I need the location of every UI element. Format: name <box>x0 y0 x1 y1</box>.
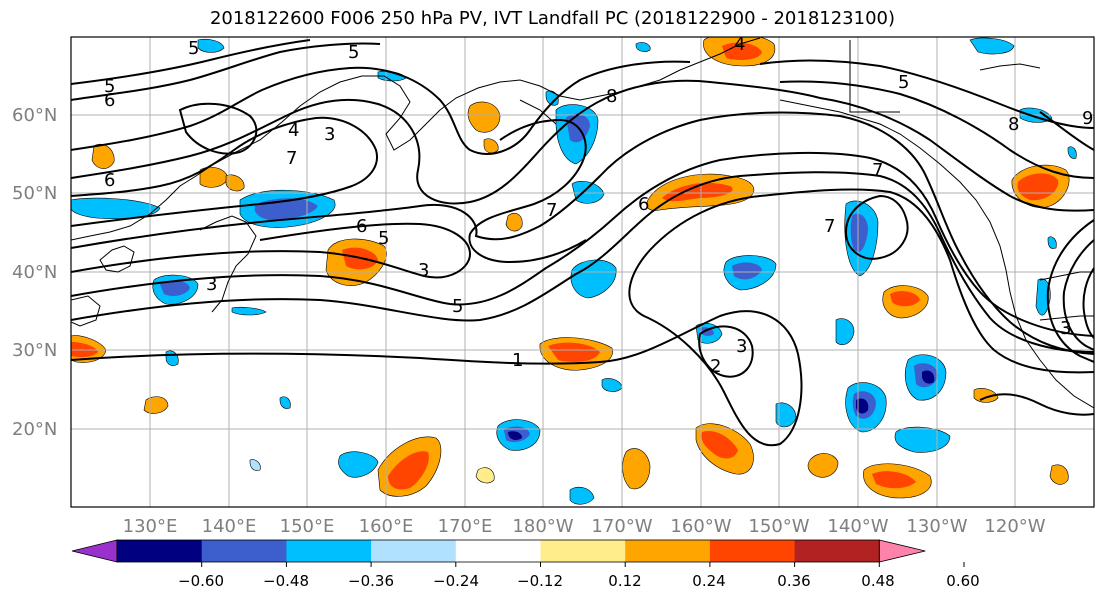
colorbar-tick-labels: −0.60 −0.48 −0.36 −0.24 −0.12 0.12 0.24 … <box>178 572 980 590</box>
contour-label: 9 <box>1082 108 1093 129</box>
colorbar-segment <box>201 540 287 562</box>
colorbar-tick-label: −0.24 <box>433 572 479 590</box>
colorbar-tick-label: −0.60 <box>178 572 224 590</box>
lat-label: 40°N <box>12 262 57 283</box>
contour-label: 5 <box>348 42 359 63</box>
contour-label: 8 <box>1008 114 1019 135</box>
colorbar-extend-low <box>71 539 118 563</box>
contour-label: 2 <box>710 356 721 377</box>
colorbar-segment <box>117 540 203 562</box>
lon-label: 150°W <box>748 516 809 537</box>
colorbar-segment <box>709 540 796 562</box>
colorbar-outline <box>116 539 880 563</box>
colorbar-segment <box>371 540 457 562</box>
colorbar-segment <box>794 540 880 562</box>
contour-label: 6 <box>638 194 649 215</box>
contour-label: 3 <box>324 124 335 145</box>
colorbar-segment <box>286 540 372 562</box>
lon-label: 170°W <box>591 516 652 537</box>
contour-label: 3 <box>206 274 217 295</box>
colorbar-segment <box>540 540 626 562</box>
contour-label: 8 <box>606 86 617 107</box>
contour-label: 4 <box>288 120 299 141</box>
contour-label: 7 <box>872 160 883 181</box>
colorbar-segment <box>455 540 541 562</box>
colorbar-tick-label: 0.24 <box>692 572 725 590</box>
colorbar-tick-label: −0.36 <box>348 572 394 590</box>
contour-label: 3 <box>736 336 747 357</box>
contour-label: 3 <box>1060 318 1071 339</box>
contour-label: 7 <box>546 200 557 221</box>
contour-label: 4 <box>734 34 745 55</box>
lon-label: 160°E <box>359 516 414 537</box>
contour-label: 6 <box>104 90 115 111</box>
contour-label: 6 <box>356 216 367 237</box>
contour-label: 1 <box>512 350 523 371</box>
lon-label: 130°W <box>906 516 967 537</box>
colorbar-tick-label: −0.12 <box>517 572 563 590</box>
colorbar-tick-label: 0.48 <box>861 572 894 590</box>
lon-label: 120°W <box>984 516 1045 537</box>
map-title: 2018122600 F006 250 hPa PV, IVT Landfall… <box>209 8 896 29</box>
colorbar-tick-label: −0.48 <box>263 572 309 590</box>
colorbar: −0.60 −0.48 −0.36 −0.24 −0.12 0.12 0.24 … <box>71 539 980 590</box>
colorbar-segment <box>625 540 711 562</box>
contour-label: 6 <box>104 170 115 191</box>
contour-label-group: 5 6 4 3 5 7 6 5 6 7 5 6 7 8 4 5 7 8 3 3 … <box>104 34 1093 377</box>
lon-label: 150°E <box>280 516 335 537</box>
contour-label: 7 <box>824 216 835 237</box>
lon-label: 140°W <box>827 516 888 537</box>
contour-label: 5 <box>898 72 909 93</box>
lat-label: 50°N <box>12 183 57 204</box>
contour-label: 5 <box>378 228 389 249</box>
lat-label: 60°N <box>12 105 57 126</box>
longitude-labels: 130°E 140°E 150°E 160°E 170°E 180°W 170°… <box>123 516 1046 537</box>
contour-label: 5 <box>452 296 463 317</box>
map-frame <box>70 36 1095 508</box>
contour-label: 7 <box>286 148 297 169</box>
lat-label: 30°N <box>12 340 57 361</box>
lon-label: 140°E <box>202 516 257 537</box>
lon-label: 180°W <box>512 516 573 537</box>
contour-label: 5 <box>104 76 115 97</box>
lon-label: 160°W <box>670 516 731 537</box>
contour-label: 5 <box>188 38 199 59</box>
colorbar-extend-high <box>878 539 926 563</box>
colorbar-tick-label: 0.36 <box>777 572 810 590</box>
lon-label: 130°E <box>123 516 178 537</box>
lat-label: 20°N <box>12 419 57 440</box>
pv-contour-lines <box>71 39 1094 447</box>
colorbar-tick-label: 0.12 <box>608 572 641 590</box>
colorbar-tick-label: 0.60 <box>946 572 979 590</box>
latitude-labels: 60°N 50°N 40°N 30°N 20°N <box>12 105 57 440</box>
lon-label: 170°E <box>438 516 493 537</box>
contour-label: 3 <box>418 260 429 281</box>
